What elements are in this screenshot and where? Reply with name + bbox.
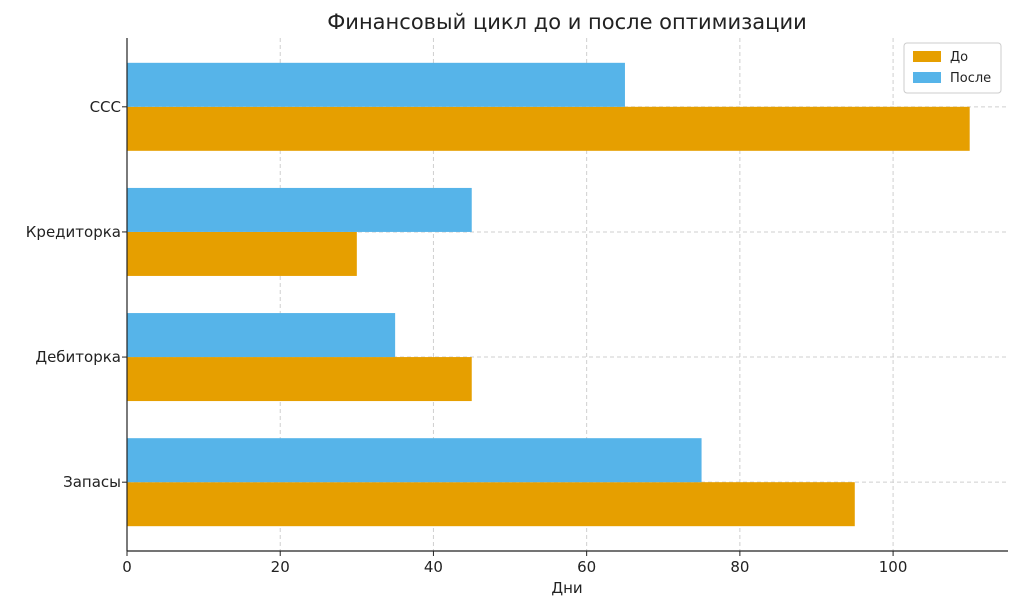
- bar-do: [127, 357, 472, 402]
- y-tick-label: CCC: [90, 98, 121, 116]
- bar-posle: [127, 187, 472, 232]
- x-tick-label: 40: [424, 558, 443, 576]
- x-tick-label: 20: [271, 558, 290, 576]
- x-tick-label: 0: [122, 558, 132, 576]
- bar-do: [127, 106, 970, 151]
- legend-swatch-do: [913, 51, 941, 62]
- bar-do: [127, 231, 357, 276]
- x-tick-label: 60: [577, 558, 596, 576]
- bar-posle: [127, 313, 396, 358]
- y-tick-label: Дебиторка: [35, 348, 121, 366]
- legend-swatch-posle: [913, 72, 941, 83]
- x-tick-label: 100: [879, 558, 908, 576]
- legend-label-do: До: [950, 50, 968, 65]
- chart-title: Финансовый цикл до и после оптимизации: [327, 10, 807, 34]
- axes: [126, 38, 1008, 552]
- y-tick-label: Запасы: [63, 473, 121, 491]
- bar-posle: [127, 62, 625, 107]
- bar-posle: [127, 438, 702, 483]
- bar-do: [127, 482, 855, 527]
- x-tick-label: 80: [730, 558, 749, 576]
- legend-label-posle: После: [950, 71, 991, 86]
- y-ticks: Запасы Дебиторка Кредиторка CCC: [26, 98, 127, 491]
- y-tick-label: Кредиторка: [26, 223, 121, 241]
- bars-group: [127, 62, 970, 527]
- legend: До После: [903, 42, 1002, 94]
- x-ticks: 0 20 40 60 80 100: [122, 551, 907, 576]
- x-axis-label: Дни: [551, 579, 582, 597]
